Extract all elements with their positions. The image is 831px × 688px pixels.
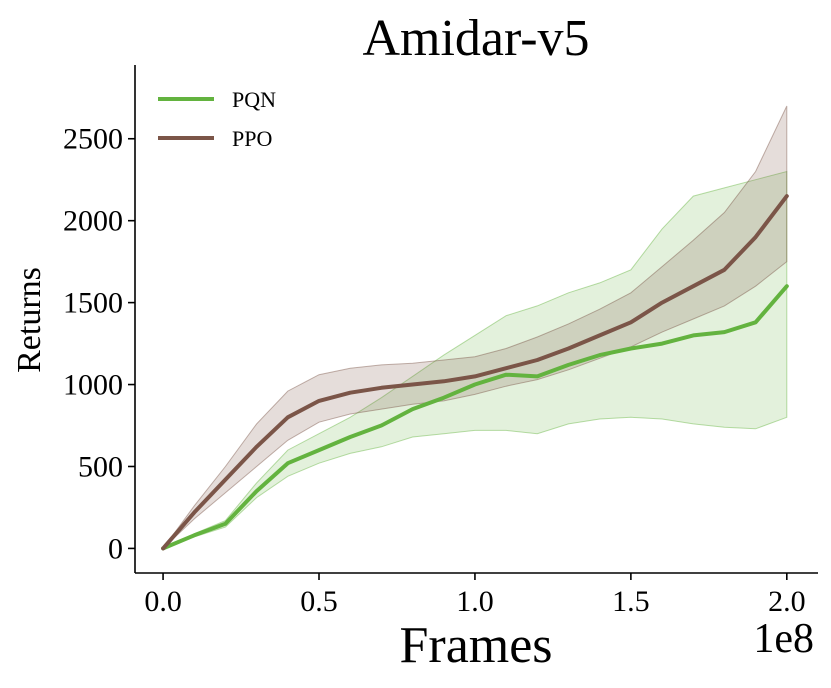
y-axis-label: Returns [11, 267, 48, 373]
y-tick-label: 0 [108, 532, 123, 565]
x-multiplier-label: 1e8 [753, 616, 814, 662]
y-tick-label: 1000 [63, 369, 123, 402]
y-tick-label: 1500 [63, 287, 123, 320]
x-axis-label: Frames [399, 617, 552, 674]
legend-label-ppo: PPO [232, 126, 272, 151]
y-tick-label: 500 [78, 450, 123, 483]
plot-area [161, 105, 789, 551]
x-ticks: 0.0 0.5 1.0 1.5 2.0 [144, 573, 806, 618]
y-tick-label: 2500 [63, 123, 123, 156]
x-tick-label: 0.0 [144, 585, 182, 618]
legend: PQN PPO [158, 87, 276, 151]
chart-title: Amidar-v5 [362, 10, 589, 67]
x-tick-label: 0.5 [300, 585, 338, 618]
series-line-ppo [161, 194, 789, 551]
x-tick-label: 1.5 [612, 585, 650, 618]
band-pqn [162, 170, 788, 549]
series-line-pqn [161, 284, 789, 551]
y-tick-label: 2000 [63, 205, 123, 238]
x-tick-label: 2.0 [768, 585, 806, 618]
band-ppo [162, 105, 788, 549]
y-ticks: 0 500 1000 1500 2000 2500 [63, 123, 135, 565]
x-tick-label: 1.0 [456, 585, 494, 618]
legend-label-pqn: PQN [232, 87, 276, 112]
